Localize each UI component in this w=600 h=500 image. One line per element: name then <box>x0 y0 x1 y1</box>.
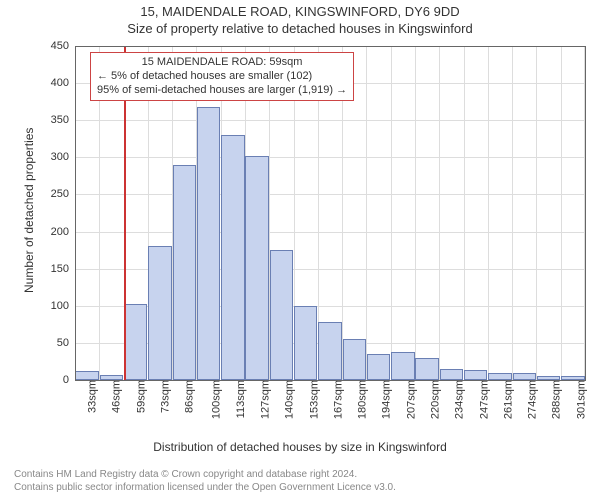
x-tick-label: 220sqm <box>428 380 442 419</box>
plot-area: 05010015020025030035040045033sqm46sqm59s… <box>75 46 585 380</box>
y-tick-label: 150 <box>51 263 75 275</box>
x-tick-label: 127sqm <box>258 380 272 419</box>
x-tick-label: 73sqm <box>157 380 171 413</box>
x-tick-label: 86sqm <box>182 380 196 413</box>
x-tick-label: 46sqm <box>109 380 123 413</box>
x-tick-label: 113sqm <box>233 380 247 418</box>
histogram-bar <box>294 306 317 380</box>
annotation-line: ← 5% of detached houses are smaller (102… <box>97 70 347 84</box>
y-tick-label: 250 <box>51 188 75 200</box>
histogram-bar <box>100 375 123 380</box>
histogram-bar <box>197 107 220 380</box>
y-tick-label: 300 <box>51 151 75 163</box>
x-gridline <box>536 46 537 380</box>
y-tick-label: 450 <box>51 40 75 52</box>
x-tick-label: 167sqm <box>330 380 344 419</box>
x-gridline <box>75 46 76 380</box>
y-tick-label: 0 <box>63 374 75 386</box>
x-tick-label: 180sqm <box>355 380 369 419</box>
y-gridline <box>75 232 585 233</box>
y-gridline <box>75 194 585 195</box>
x-gridline <box>464 46 465 380</box>
x-gridline <box>366 46 367 380</box>
y-axis-label: Number of detached properties <box>22 128 36 293</box>
x-tick-label: 100sqm <box>209 380 223 419</box>
x-tick-label: 33sqm <box>85 380 99 413</box>
annotation-line: 95% of semi-detached houses are larger (… <box>97 84 347 98</box>
x-tick-label: 153sqm <box>306 380 320 419</box>
y-tick-label: 200 <box>51 226 75 238</box>
histogram-bar <box>75 371 98 380</box>
x-gridline <box>391 46 392 380</box>
y-tick-label: 50 <box>57 337 75 349</box>
y-gridline <box>75 46 585 47</box>
x-tick-label: 234sqm <box>452 380 466 419</box>
histogram-bar <box>415 358 438 380</box>
title-block: 15, MAIDENDALE ROAD, KINGSWINFORD, DY6 9… <box>0 4 600 36</box>
chart-title-line2: Size of property relative to detached ho… <box>0 21 600 36</box>
x-gridline <box>415 46 416 380</box>
x-gridline <box>584 46 585 380</box>
histogram-bar <box>464 370 487 380</box>
footer: Contains HM Land Registry data © Crown c… <box>14 469 396 494</box>
x-tick-label: 140sqm <box>282 380 296 419</box>
histogram-bar <box>391 352 414 380</box>
x-tick-label: 194sqm <box>379 380 393 419</box>
histogram-bar <box>343 339 366 380</box>
histogram-bar <box>318 322 341 380</box>
histogram-bar <box>513 373 536 380</box>
x-tick-label: 59sqm <box>133 380 147 413</box>
annotation-box: 15 MAIDENDALE ROAD: 59sqm← 5% of detache… <box>90 52 354 101</box>
histogram-bar <box>561 376 584 380</box>
x-tick-label: 207sqm <box>403 380 417 419</box>
x-gridline <box>488 46 489 380</box>
histogram-bar <box>148 246 171 380</box>
histogram-bar <box>270 250 293 380</box>
y-tick-label: 100 <box>51 300 75 312</box>
footer-line1: Contains HM Land Registry data © Crown c… <box>14 469 396 482</box>
y-gridline <box>75 120 585 121</box>
histogram-bar <box>488 373 511 380</box>
footer-line2: Contains public sector information licen… <box>14 482 396 495</box>
histogram-bar <box>221 135 244 380</box>
histogram-bar <box>440 369 463 380</box>
figure: 15, MAIDENDALE ROAD, KINGSWINFORD, DY6 9… <box>0 0 600 500</box>
histogram-bar <box>537 376 560 380</box>
x-gridline <box>512 46 513 380</box>
x-gridline <box>439 46 440 380</box>
x-axis-label: Distribution of detached houses by size … <box>0 440 600 454</box>
chart-title-line1: 15, MAIDENDALE ROAD, KINGSWINFORD, DY6 9… <box>0 4 600 19</box>
x-tick-label: 274sqm <box>525 380 539 419</box>
x-gridline <box>561 46 562 380</box>
x-tick-label: 301sqm <box>573 380 587 419</box>
histogram-bar <box>173 165 196 380</box>
annotation-line: 15 MAIDENDALE ROAD: 59sqm <box>97 56 347 70</box>
y-tick-label: 350 <box>51 114 75 126</box>
x-tick-label: 247sqm <box>476 380 490 419</box>
histogram-bar <box>367 354 390 380</box>
histogram-bar <box>124 304 147 380</box>
x-tick-label: 288sqm <box>549 380 563 419</box>
histogram-bar <box>245 156 268 380</box>
y-tick-label: 400 <box>51 77 75 89</box>
y-gridline <box>75 157 585 158</box>
x-tick-label: 261sqm <box>500 380 514 419</box>
